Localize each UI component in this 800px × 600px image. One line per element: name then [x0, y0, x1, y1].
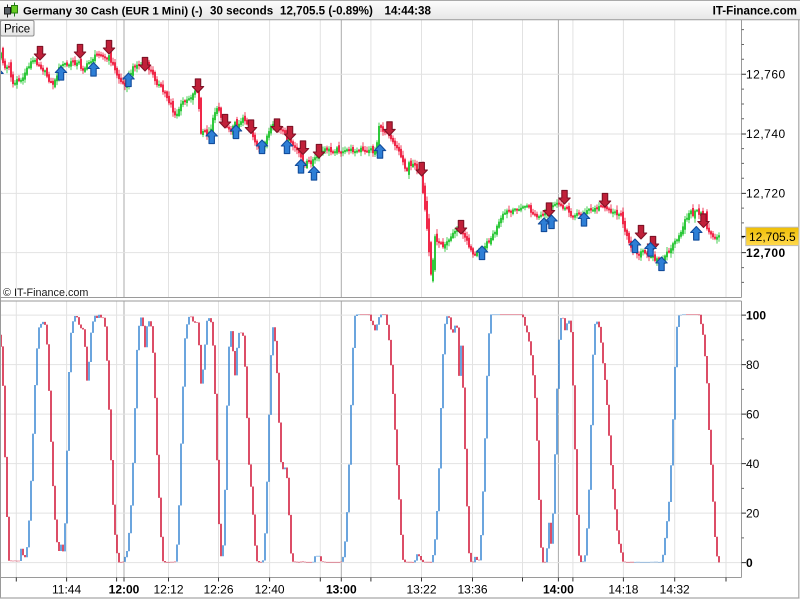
svg-text:12,705.5 (-0.89%): 12,705.5 (-0.89%) — [280, 4, 373, 17]
svg-text:0: 0 — [746, 556, 753, 570]
svg-text:80: 80 — [746, 358, 760, 372]
svg-text:40: 40 — [746, 457, 760, 471]
svg-text:12,740: 12,740 — [746, 127, 786, 141]
svg-text:12:26: 12:26 — [203, 583, 233, 597]
svg-text:14:32: 14:32 — [660, 583, 690, 597]
svg-text:14:00: 14:00 — [543, 583, 574, 597]
svg-text:13:00: 13:00 — [326, 583, 357, 597]
svg-text:12:12: 12:12 — [153, 583, 183, 597]
svg-text:12,705.5: 12,705.5 — [749, 230, 796, 244]
svg-text:© IT-Finance.com: © IT-Finance.com — [3, 287, 88, 299]
svg-text:12:40: 12:40 — [255, 583, 285, 597]
svg-text:14:18: 14:18 — [608, 583, 638, 597]
svg-text:Price: Price — [4, 24, 30, 36]
svg-text:13:22: 13:22 — [406, 583, 436, 597]
svg-text:12,720: 12,720 — [746, 187, 786, 201]
svg-text:30 seconds: 30 seconds — [210, 4, 273, 17]
svg-text:14:44:38: 14:44:38 — [385, 4, 432, 17]
svg-text:12,700: 12,700 — [746, 246, 786, 260]
svg-text:20: 20 — [746, 506, 760, 520]
svg-text:13:36: 13:36 — [457, 583, 487, 597]
svg-text:IT-Finance.com: IT-Finance.com — [713, 4, 797, 17]
svg-text:Germany 30 Cash (EUR 1 Mini) (: Germany 30 Cash (EUR 1 Mini) (-) — [23, 5, 203, 17]
svg-text:60: 60 — [746, 407, 760, 421]
svg-text:12:00: 12:00 — [109, 583, 140, 597]
svg-text:11:44: 11:44 — [52, 583, 81, 597]
svg-text:100: 100 — [746, 308, 766, 322]
svg-text:12,760: 12,760 — [746, 67, 786, 81]
